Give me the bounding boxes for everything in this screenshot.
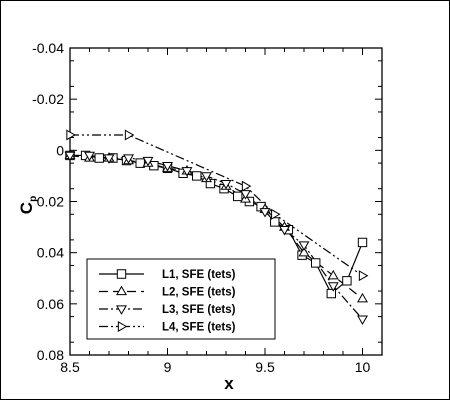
series-1-point [342,276,352,286]
series-3-point [84,151,95,162]
series-3-point [64,151,76,162]
series-3-point [220,179,232,190]
legend-marker-1 [116,269,127,279]
legend-marker-3 [116,305,127,315]
x-tick-label: 9.5 [255,359,275,375]
series-3-point [298,241,310,251]
series-4-point [241,180,252,192]
series-2-point [327,269,339,280]
legend-label-1: L1, SFE (tets) [162,269,236,281]
legend: L1, SFE (tets) L2, SFE (tets) L3, SFE (tet… [86,258,276,340]
series-1-point [357,237,368,248]
series-3-point [123,154,134,164]
y-tick-label: -0.02 [32,91,64,107]
y-axis-title-subscript: p [28,196,39,202]
x-axis-title: x [224,374,234,393]
y-tick-label: 0.06 [37,296,64,312]
series-1-point [149,160,159,171]
series-3-point [181,167,193,177]
series-1-point [326,288,336,299]
legend-marker-2 [116,285,127,296]
y-tick-label: -0.04 [32,40,64,56]
y-tick-label: 0 [56,142,64,158]
series-3-point [327,282,339,292]
series-2-point [298,246,310,257]
y-tick-label: 0.04 [37,245,64,261]
x-tick-label: 8.5 [60,359,80,375]
series-1-point [94,153,104,163]
series-2-point [357,292,368,303]
series-3-point [142,156,154,167]
series-1-point [311,258,321,268]
series-3-point [259,208,271,218]
y-tick-label: 0.08 [37,347,64,363]
series-3-point [357,315,368,326]
series-4-point [271,208,281,220]
series-1-point [135,158,145,168]
series-3-point [279,225,290,236]
series-3-point [240,190,251,200]
x-tick-label: 10 [355,359,371,375]
x-tick-label: 9 [164,359,172,375]
series-4-point [66,129,76,141]
y-axis-title: Cp [17,196,39,214]
legend-label-3: L3, SFE (tets) [162,304,236,316]
legend-label-2: L2, SFE (tets) [162,287,236,299]
series-4-point [124,129,135,141]
series-3-point [162,162,173,172]
legend-marker-4 [117,321,128,332]
series-1-point [270,217,280,227]
y-tick-label: 0.02 [37,194,64,210]
series-line-4 [70,134,363,277]
series-1-point [233,191,243,202]
series-1-point [192,171,202,181]
legend-label-4: L4, SFE (tets) [162,322,236,334]
series-4-point [358,270,369,282]
series-3-point [201,172,212,182]
series-3-point [103,154,115,164]
